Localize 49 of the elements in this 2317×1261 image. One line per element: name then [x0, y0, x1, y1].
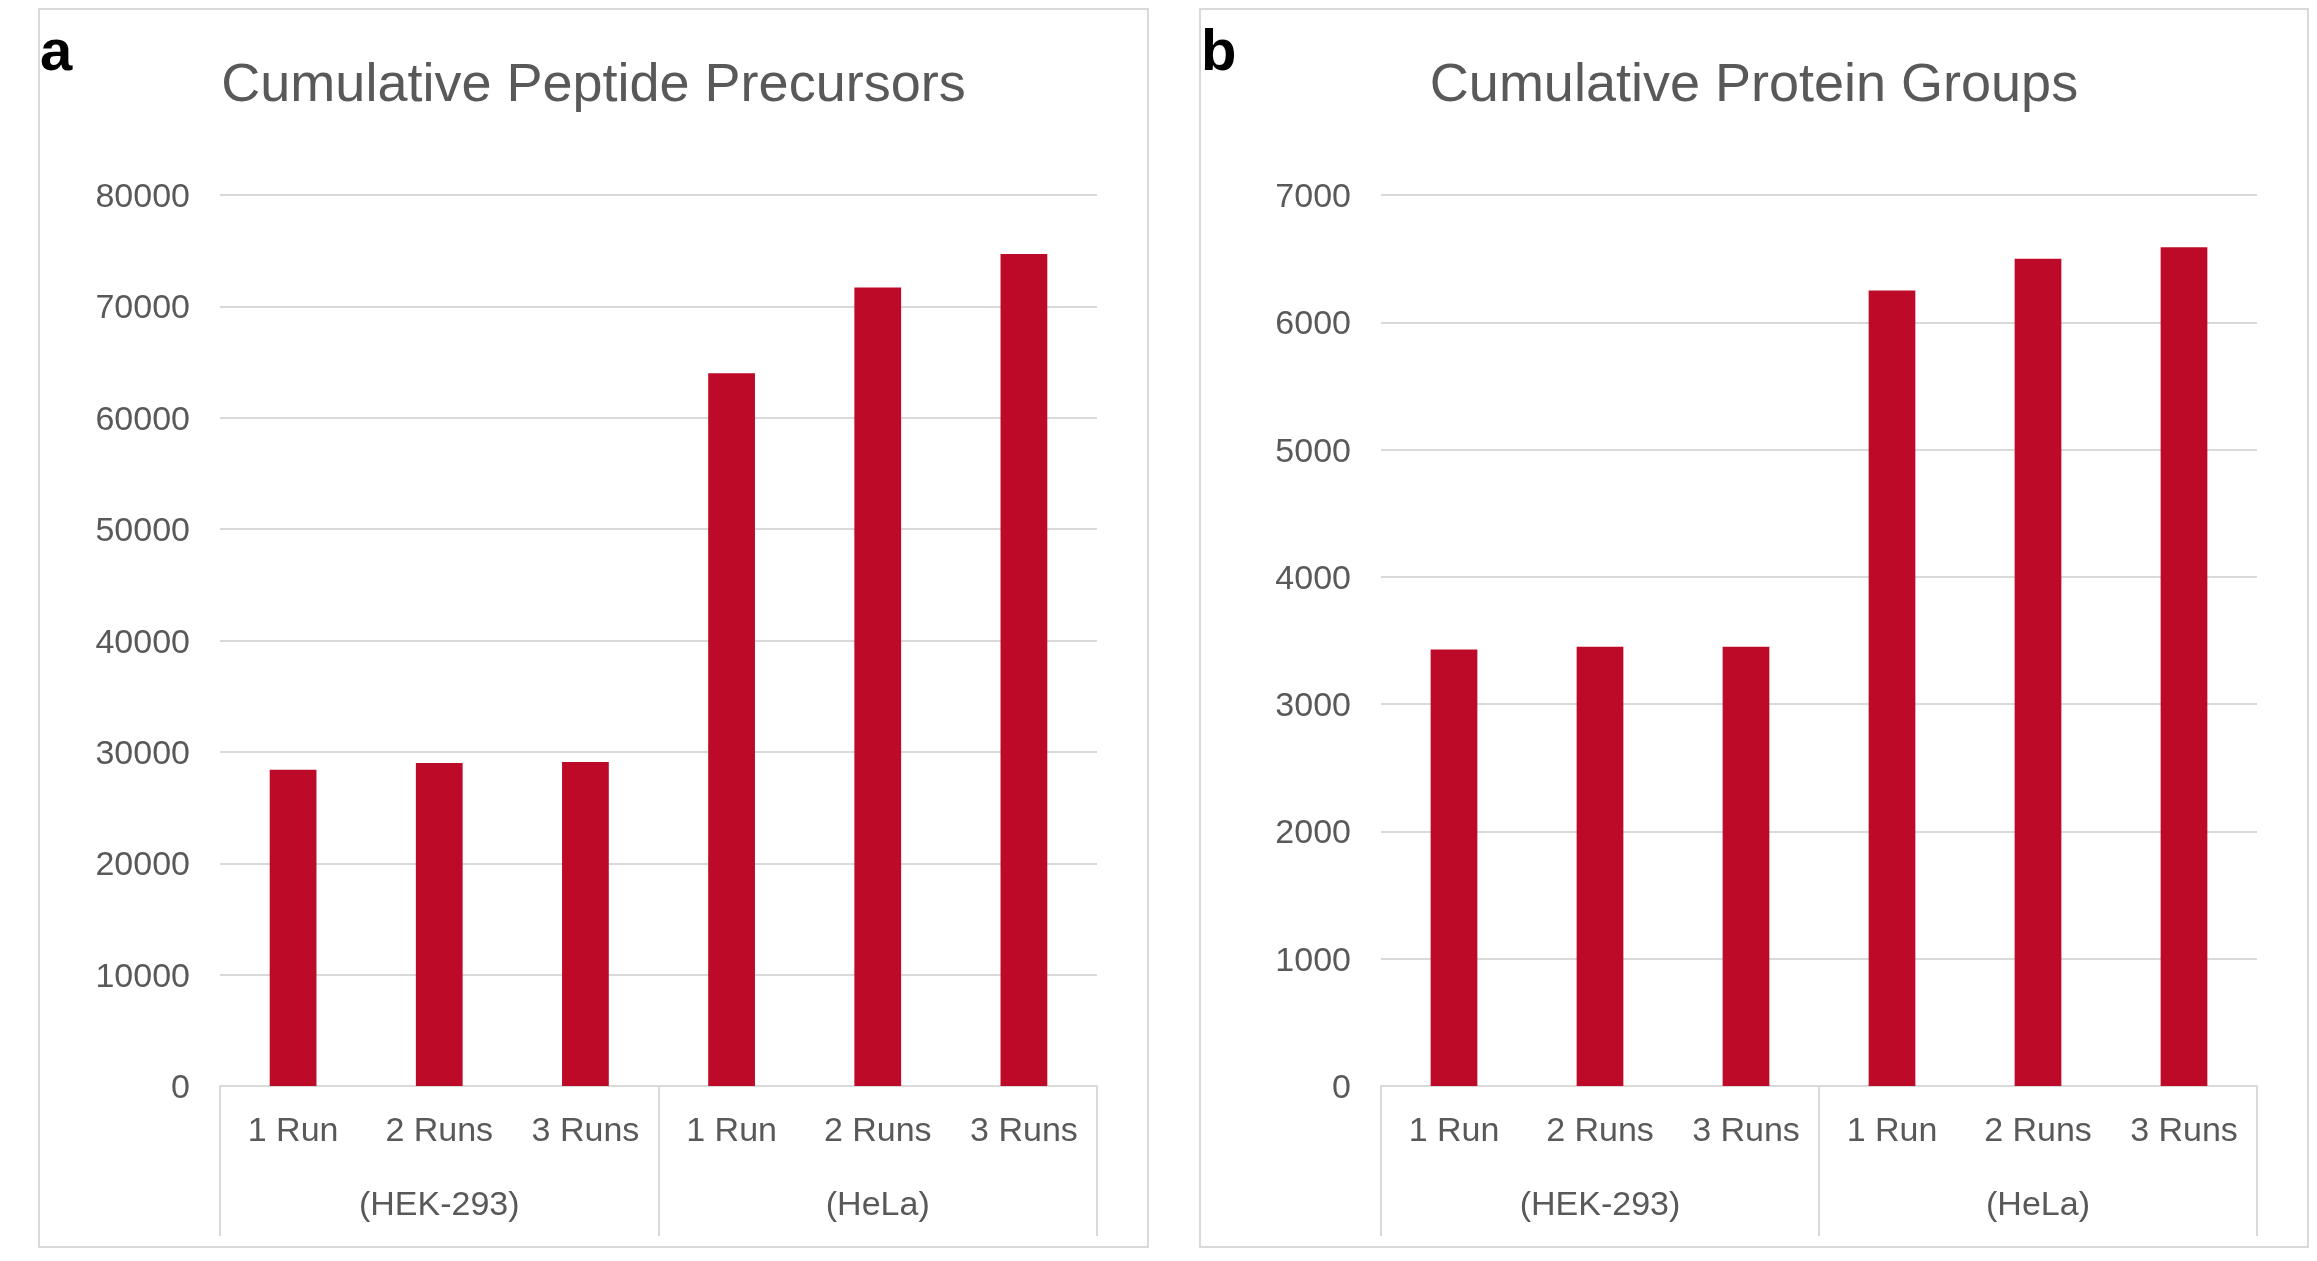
x-tick-label: 3 Runs: [970, 1110, 1078, 1148]
x-tick-label: 1 Run: [247, 1110, 339, 1148]
x-tick-label: 2 Runs: [823, 1110, 932, 1148]
y-tick-label: 6000: [1275, 303, 1351, 342]
bar: [1000, 254, 1048, 1086]
chart-title: Cumulative Peptide Precursors: [221, 52, 966, 112]
y-tick-label: 20000: [95, 844, 190, 883]
bar: [562, 761, 609, 1086]
y-tick-label: 3000: [1275, 685, 1351, 724]
bar: [1430, 649, 1478, 1086]
y-tick-label: 70000: [95, 287, 190, 326]
x-tick-label: 2 Runs: [385, 1110, 494, 1148]
y-tick-label: 1000: [1275, 939, 1351, 978]
bar: [1868, 290, 1916, 1086]
y-tick-label: 50000: [95, 510, 190, 549]
bar: [2014, 258, 2062, 1086]
x-tick-label: 3 Runs: [1692, 1110, 1800, 1148]
text: b: [1201, 16, 1237, 82]
bar: [415, 763, 463, 1086]
bar: [1722, 646, 1770, 1086]
x-tick-label: 2 Runs: [1546, 1110, 1654, 1148]
y-tick-label: 80000: [95, 176, 190, 214]
y-tick-label: 4000: [1275, 557, 1351, 596]
text: (HEK-293): [1519, 1184, 1681, 1222]
text: a: [40, 16, 73, 82]
y-tick-label: 60000: [95, 398, 190, 437]
bar: [2160, 247, 2208, 1086]
x-tick-label: 2 Runs: [1984, 1110, 2092, 1148]
y-tick-label: 0: [1332, 1067, 1351, 1105]
y-tick-label: 2000: [1275, 812, 1351, 851]
x-tick-label: 1 Run: [686, 1110, 777, 1148]
y-tick-label: 0: [171, 1067, 190, 1105]
text: (HeLa): [1986, 1184, 2090, 1222]
x-tick-label: 3 Runs: [2130, 1110, 2238, 1148]
bar: [708, 373, 755, 1086]
y-tick-label: 30000: [95, 732, 190, 771]
y-tick-label: 40000: [95, 621, 190, 660]
y-tick-label: 5000: [1275, 430, 1351, 469]
x-tick-label: 1 Run: [1846, 1110, 1938, 1148]
chart-title: Cumulative Protein Groups: [1429, 52, 2079, 112]
x-tick-label: 1 Run: [1408, 1110, 1500, 1148]
text: (HeLa): [825, 1184, 930, 1222]
text: (HEK-293): [358, 1184, 520, 1222]
bar: [854, 287, 902, 1086]
y-tick-label: 10000: [95, 955, 190, 994]
bar: [1576, 646, 1624, 1086]
x-tick-label: 3 Runs: [531, 1110, 640, 1148]
bar: [269, 769, 317, 1086]
y-tick-label: 7000: [1275, 176, 1351, 214]
